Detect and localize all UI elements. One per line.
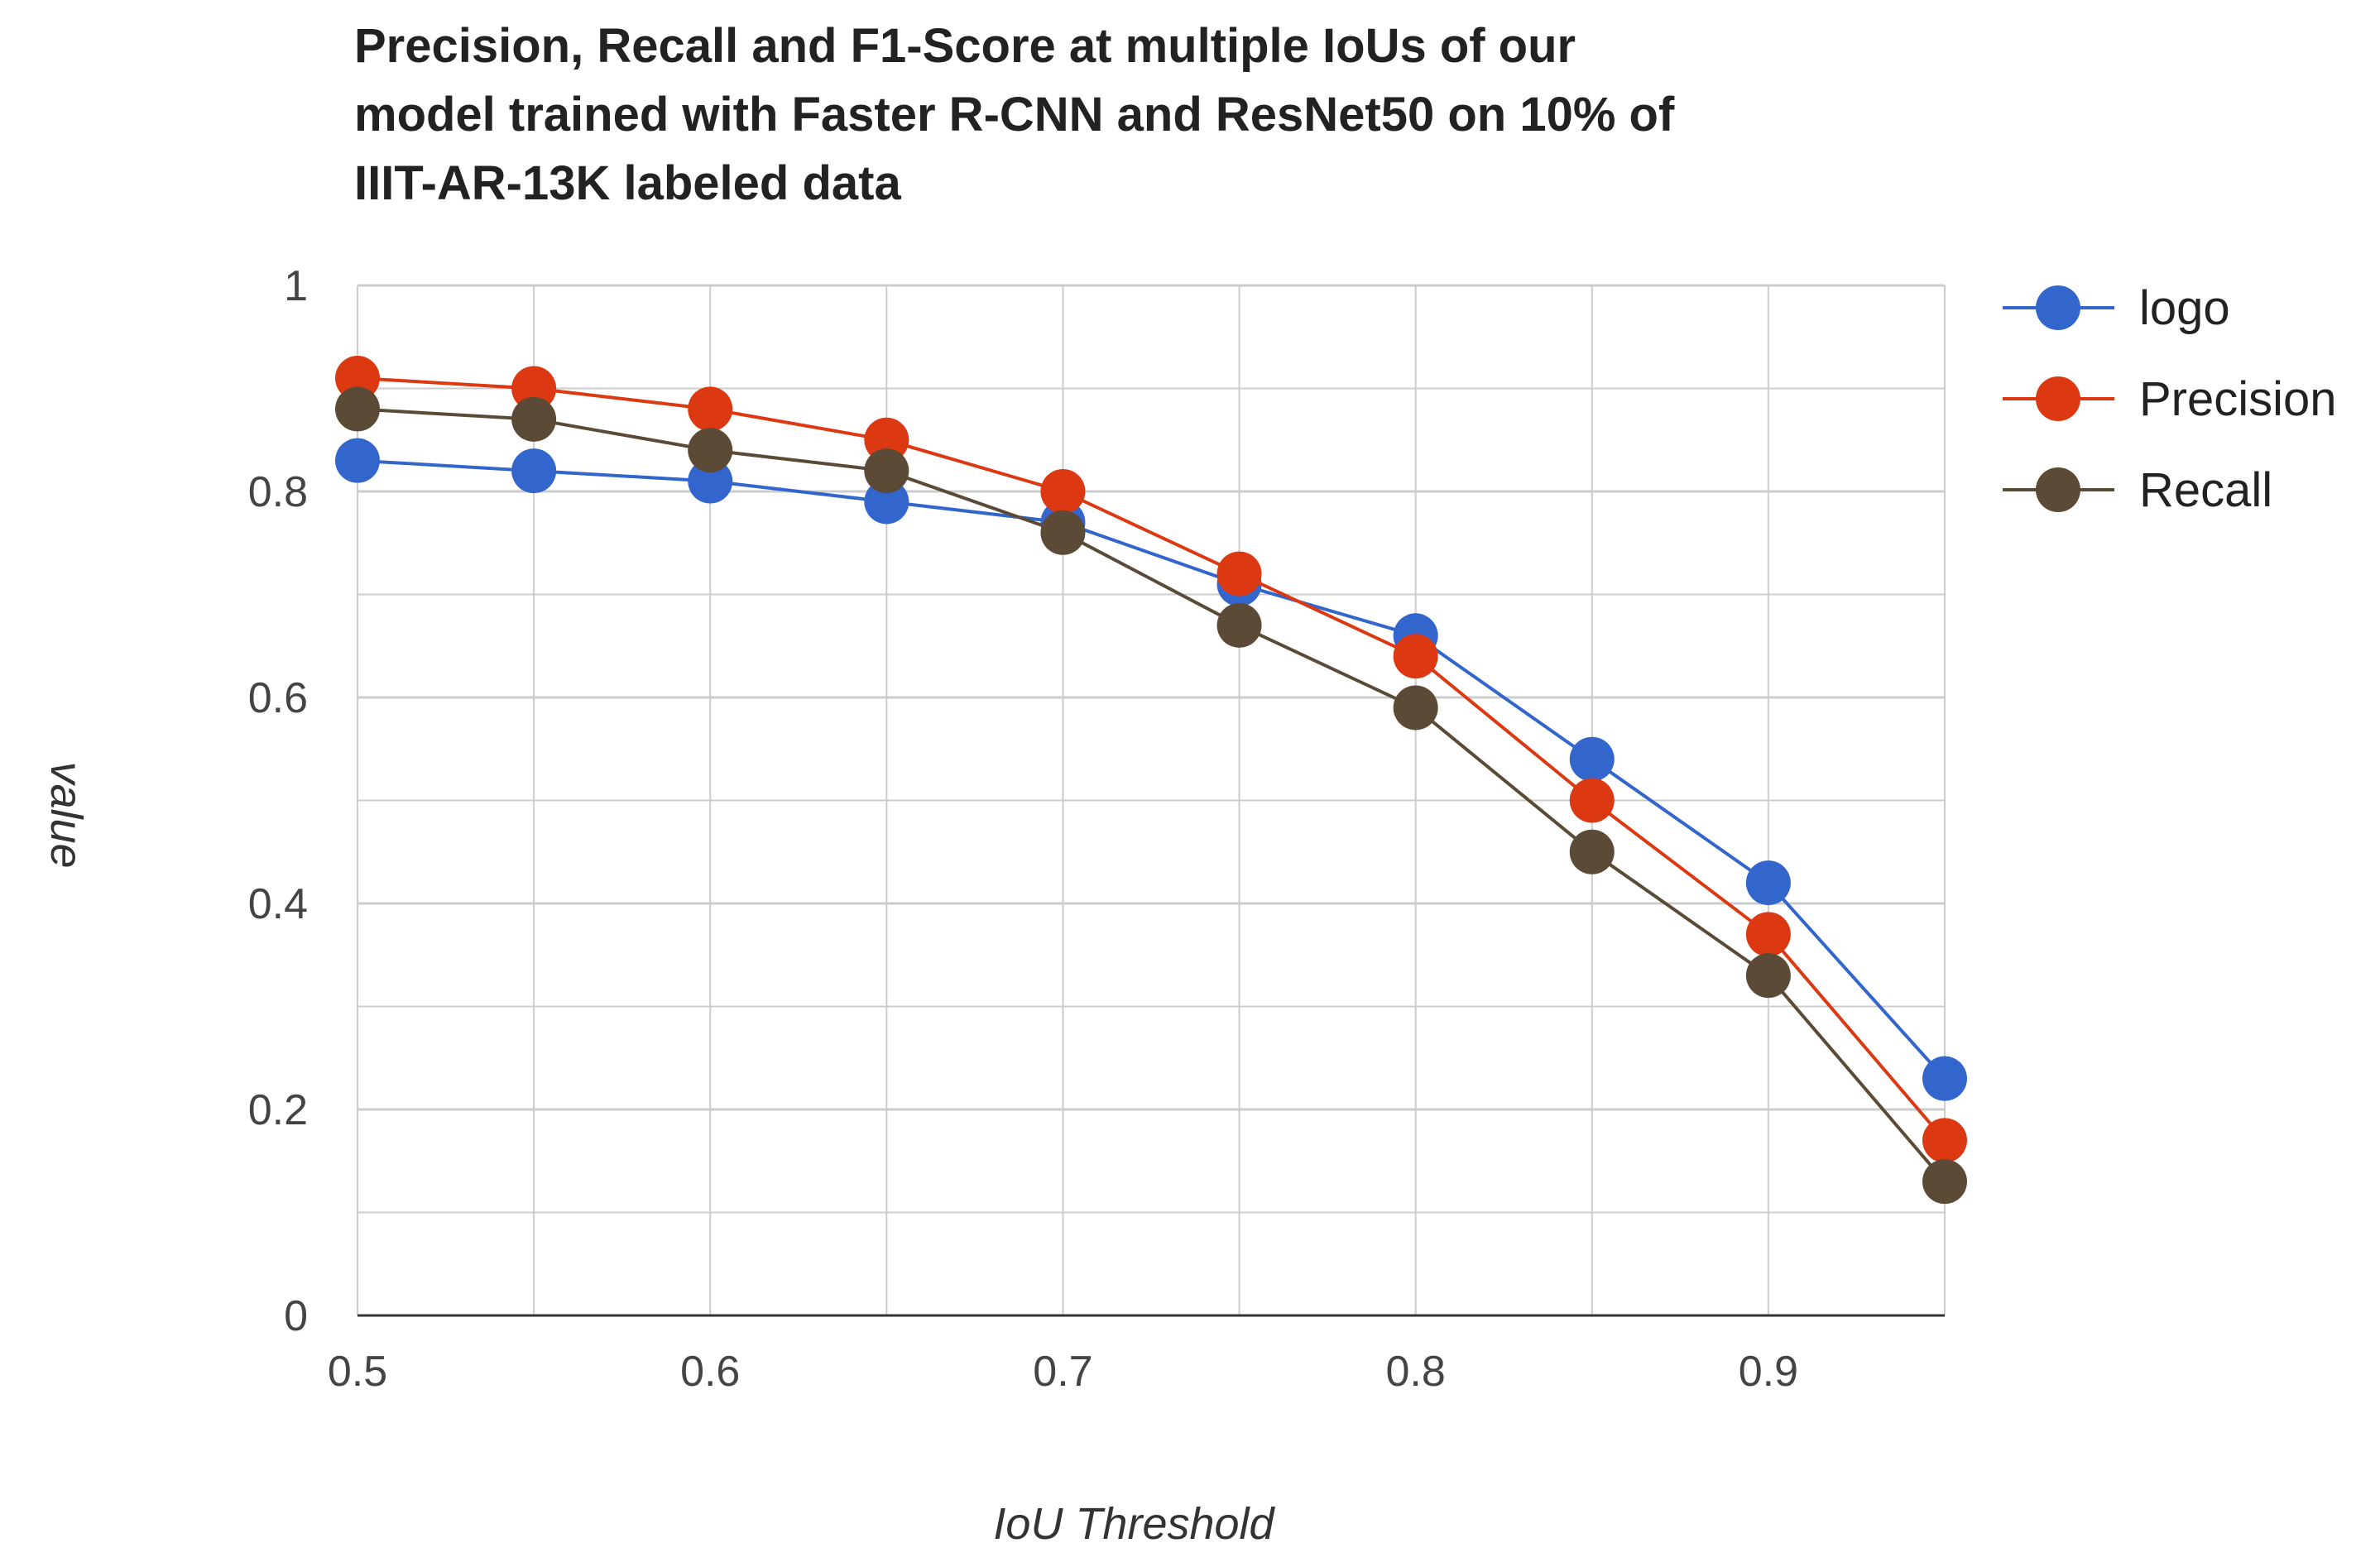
y-tick-label: 0.2 xyxy=(248,1086,308,1134)
legend-marker xyxy=(2036,285,2080,330)
data-point-recall xyxy=(1040,510,1086,555)
x-tick-label: 0.8 xyxy=(1386,1348,1446,1396)
series-recall xyxy=(335,386,1967,1205)
legend-label: Recall xyxy=(2139,463,2272,517)
y-tick-label: 1 xyxy=(284,262,308,310)
series-logo xyxy=(335,438,1967,1101)
y-tick-label: 0.8 xyxy=(248,468,308,516)
series-line-precision xyxy=(357,376,1946,1142)
data-point-recall xyxy=(864,448,909,494)
chart-title-line-2: model trained with Faster R-CNN and ResN… xyxy=(354,88,1675,141)
data-point-precision xyxy=(1569,778,1615,823)
data-point-logo xyxy=(688,458,733,504)
data-point-precision xyxy=(1040,469,1086,514)
data-point-precision xyxy=(688,386,733,432)
data-point-precision xyxy=(864,417,909,462)
series-layer xyxy=(335,356,1967,1205)
y-tick-label: 0.4 xyxy=(248,880,308,928)
series-precision xyxy=(335,356,1967,1163)
gridlines xyxy=(357,284,1946,1315)
data-point-recall xyxy=(688,428,733,473)
y-axis-label: value xyxy=(41,761,91,868)
legend-marker xyxy=(2036,467,2080,512)
y-tick-label: 0 xyxy=(284,1292,308,1340)
legend-item-recall: Recall xyxy=(2003,463,2272,517)
chart-title-line-3: IIIT-AR-13K labeled data xyxy=(354,156,901,210)
data-point-recall xyxy=(1216,602,1262,648)
legend-label: Precision xyxy=(2139,372,2337,426)
chart-title: Precision, Recall and F1-Score at multip… xyxy=(354,19,1675,210)
data-point-logo xyxy=(864,479,909,525)
axes: 0 0.2 0.4 0.6 0.8 1 0.5 0.6 0.7 0.8 0.9 xyxy=(248,262,1945,1396)
x-tick-label: 0.5 xyxy=(328,1348,387,1396)
data-point-precision xyxy=(1393,634,1438,679)
legend: logo Precision Recall xyxy=(2003,281,2337,517)
data-point-precision xyxy=(1922,1118,1967,1163)
data-point-recall xyxy=(1922,1159,1967,1205)
chart-title-line-1: Precision, Recall and F1-Score at multip… xyxy=(354,19,1576,73)
data-point-precision xyxy=(1216,551,1262,597)
x-tick-label: 0.7 xyxy=(1033,1348,1092,1396)
data-point-logo xyxy=(1745,860,1791,906)
legend-marker xyxy=(2036,376,2080,421)
data-point-recall xyxy=(511,396,557,442)
legend-label: logo xyxy=(2139,281,2230,335)
y-tick-label: 0.6 xyxy=(248,674,308,722)
data-point-logo xyxy=(1569,736,1615,782)
data-point-recall xyxy=(1745,953,1791,999)
data-point-logo xyxy=(335,438,380,483)
data-point-recall xyxy=(1393,685,1438,731)
legend-item-precision: Precision xyxy=(2003,372,2337,426)
data-point-precision xyxy=(1745,912,1791,957)
legend-item-logo: logo xyxy=(2003,281,2230,335)
series-line-logo xyxy=(357,458,1946,1080)
data-point-precision xyxy=(511,366,557,411)
data-point-logo xyxy=(511,448,557,494)
x-tick-label: 0.6 xyxy=(680,1348,740,1396)
data-point-recall xyxy=(1569,829,1615,874)
series-line-recall xyxy=(357,407,1946,1183)
x-tick-label: 0.9 xyxy=(1739,1348,1798,1396)
data-point-recall xyxy=(335,386,380,432)
x-axis-label: IoU Threshold xyxy=(993,1499,1275,1549)
data-point-precision xyxy=(335,356,380,401)
data-point-logo xyxy=(1922,1056,1967,1101)
